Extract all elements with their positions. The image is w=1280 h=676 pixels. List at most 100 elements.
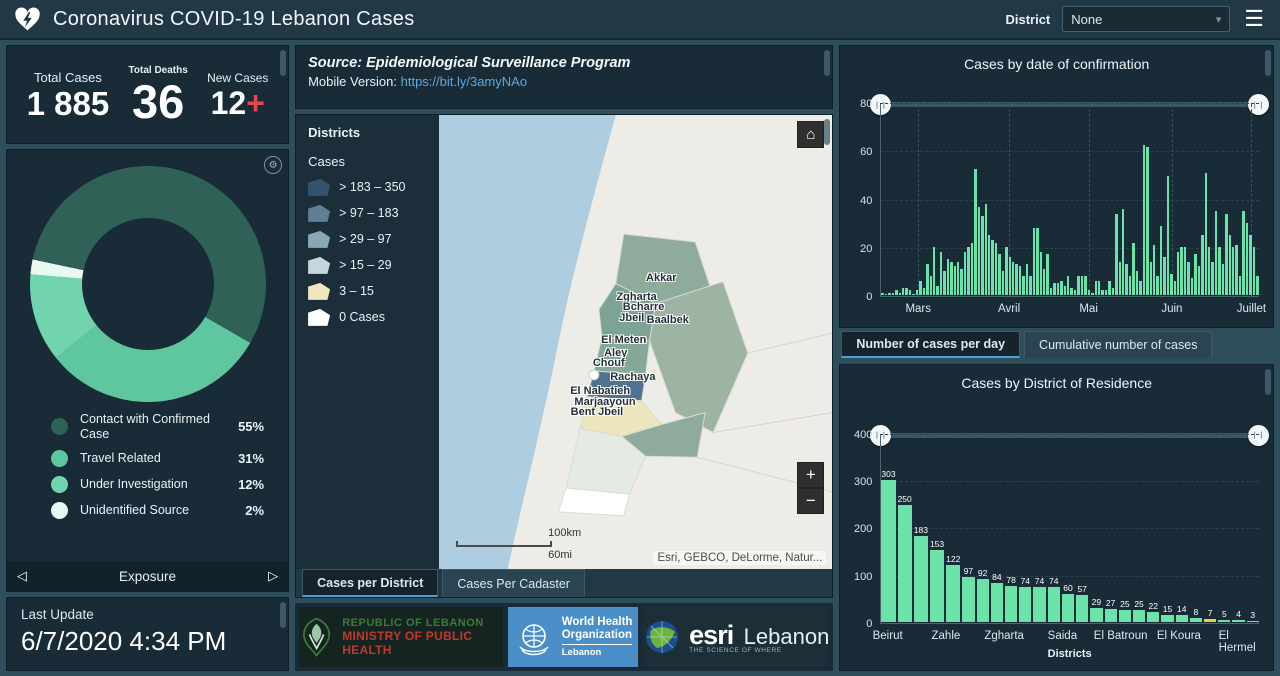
bar[interactable] [1067, 275, 1070, 296]
bar[interactable] [1046, 254, 1049, 296]
bar[interactable] [953, 266, 956, 296]
bar[interactable] [1256, 275, 1259, 296]
bar[interactable] [939, 252, 943, 296]
bar[interactable] [1201, 235, 1204, 296]
bar[interactable] [1146, 147, 1149, 296]
panel-actions-icon[interactable]: ⚙ [264, 156, 283, 175]
bar[interactable] [1111, 287, 1115, 296]
bar[interactable]: 153 [929, 435, 945, 622]
bar[interactable]: 78 [1004, 435, 1018, 622]
bar[interactable] [915, 290, 919, 296]
bar[interactable] [1070, 287, 1073, 296]
bar[interactable] [1170, 273, 1173, 296]
bar[interactable] [1097, 280, 1101, 296]
bar[interactable] [1190, 278, 1194, 296]
bar[interactable] [1104, 290, 1108, 296]
bar[interactable] [1049, 287, 1053, 296]
bar[interactable] [950, 261, 953, 296]
bar[interactable] [1214, 211, 1218, 296]
bar[interactable] [1053, 283, 1056, 296]
bar[interactable] [898, 292, 901, 296]
bar[interactable] [1073, 290, 1077, 296]
bar[interactable] [1008, 256, 1011, 296]
bar[interactable] [998, 254, 1001, 296]
bar[interactable] [1249, 235, 1252, 296]
slider-handle-right[interactable]: ❙❙ [1247, 424, 1269, 446]
bar[interactable] [1166, 175, 1170, 296]
bar[interactable] [1022, 275, 1025, 296]
bar[interactable] [905, 287, 908, 296]
bar[interactable]: 92 [976, 435, 989, 622]
bar[interactable] [1238, 275, 1242, 296]
bar[interactable] [1235, 244, 1238, 296]
bar[interactable] [1015, 264, 1018, 296]
bar[interactable] [1118, 261, 1121, 296]
bar[interactable] [1122, 209, 1125, 296]
bar[interactable] [1080, 275, 1084, 296]
legend-item[interactable]: Under Investigation 12% [51, 476, 264, 494]
bar[interactable]: 250 [897, 435, 912, 622]
bar[interactable]: 7 [1204, 435, 1217, 622]
bar[interactable] [977, 206, 981, 296]
bar[interactable] [926, 264, 929, 296]
bar[interactable] [960, 268, 963, 296]
map-tab[interactable]: Cases per District [302, 569, 439, 598]
bar[interactable] [1128, 275, 1132, 296]
slider-handle-right[interactable]: ❙❙ [1247, 94, 1269, 115]
bar[interactable] [981, 216, 984, 296]
bar[interactable]: 8 [1189, 435, 1203, 622]
bar[interactable]: 183 [913, 435, 928, 622]
bar[interactable]: 22 [1147, 435, 1160, 622]
bar[interactable]: 122 [946, 435, 961, 622]
bar[interactable] [912, 294, 915, 296]
bar[interactable] [1242, 211, 1245, 296]
bar[interactable] [1218, 247, 1221, 296]
bar[interactable] [1197, 266, 1201, 296]
bar[interactable] [1125, 264, 1128, 296]
bar[interactable] [1142, 144, 1146, 296]
bar[interactable] [1211, 261, 1214, 296]
bar[interactable] [895, 290, 898, 296]
bar[interactable] [1101, 290, 1104, 296]
bar[interactable] [919, 280, 922, 296]
bar[interactable]: 60 [1061, 435, 1075, 622]
bar[interactable] [984, 204, 987, 296]
slider-track[interactable] [880, 432, 1259, 438]
bar[interactable] [1039, 252, 1042, 296]
bar[interactable]: 27 [1104, 435, 1117, 622]
bar[interactable] [1245, 223, 1249, 296]
bar[interactable]: 303 [881, 435, 896, 622]
bar[interactable] [1029, 275, 1032, 296]
bar[interactable] [1187, 261, 1190, 296]
mobile-version-link[interactable]: https://bit.ly/3amyNAo [400, 74, 528, 89]
bar[interactable] [1108, 280, 1111, 296]
bar[interactable] [908, 290, 912, 296]
map-tab[interactable]: Cases Per Cadaster [442, 569, 585, 598]
bar[interactable] [1177, 252, 1180, 296]
bar[interactable] [1115, 213, 1118, 296]
bar[interactable] [929, 275, 932, 296]
page-left-icon[interactable]: ◁ [17, 568, 27, 584]
bar[interactable] [1204, 173, 1207, 296]
bar[interactable] [1221, 264, 1225, 296]
zoom-in-icon[interactable]: + [797, 462, 825, 489]
bar[interactable] [1025, 264, 1029, 296]
slider-track[interactable] [880, 102, 1259, 107]
bar[interactable] [967, 247, 970, 296]
bar[interactable] [991, 240, 994, 296]
bar[interactable]: 14 [1175, 435, 1188, 622]
bar[interactable] [1132, 242, 1135, 296]
legend-item[interactable]: Unidentified Source 2% [51, 502, 264, 520]
bar[interactable] [1001, 271, 1005, 296]
bar[interactable] [1194, 254, 1197, 296]
exposure-donut-chart[interactable] [29, 166, 266, 403]
bar[interactable] [1225, 213, 1228, 296]
bar[interactable] [1032, 228, 1036, 296]
bar[interactable] [974, 168, 977, 296]
chart-tab[interactable]: Number of cases per day [841, 331, 1021, 358]
bar[interactable] [1135, 271, 1139, 296]
bar[interactable] [1056, 283, 1060, 296]
bar[interactable] [1084, 275, 1087, 296]
bar[interactable] [936, 285, 939, 296]
bar[interactable] [1063, 285, 1066, 296]
